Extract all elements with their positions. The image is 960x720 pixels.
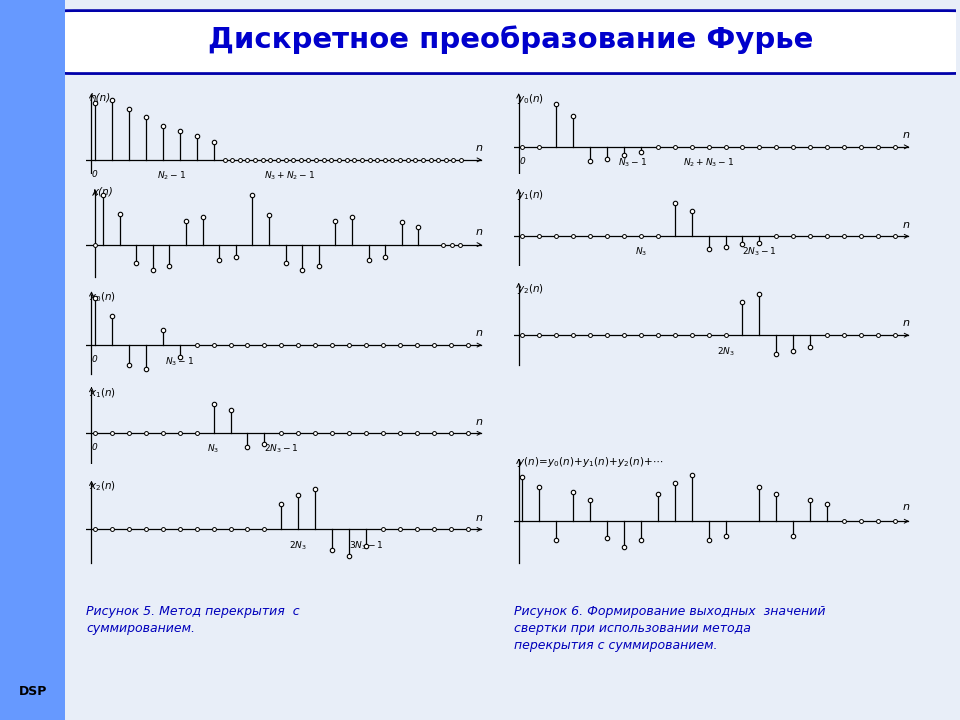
Text: 0: 0 <box>92 356 98 364</box>
Text: $N_2-1$: $N_2-1$ <box>156 170 185 182</box>
Text: $y_0(n)$: $y_0(n)$ <box>516 92 543 107</box>
Text: Рисунок 6. Формирование выходных  значений
свертки при использовании метода
пере: Рисунок 6. Формирование выходных значени… <box>514 605 825 652</box>
Text: n: n <box>903 130 910 140</box>
Text: $x_2(n)$: $x_2(n)$ <box>89 480 116 493</box>
Text: $N_2+N_3-1$: $N_2+N_3-1$ <box>684 157 734 169</box>
Text: n: n <box>476 328 483 338</box>
Text: Дискретное преобразование Фурье: Дискретное преобразование Фурье <box>208 26 813 55</box>
Text: $3N_3-1$: $3N_3-1$ <box>348 540 383 552</box>
Text: n: n <box>903 220 910 230</box>
Text: n: n <box>903 318 910 328</box>
Text: DSP: DSP <box>18 685 47 698</box>
Text: $2N_3$: $2N_3$ <box>716 346 734 358</box>
Text: $y(n)\!=\!y_0(n)\!+\!y_1(n)\!+\!y_2(n)\!+\!\cdots$: $y(n)\!=\!y_0(n)\!+\!y_1(n)\!+\!y_2(n)\!… <box>516 455 663 469</box>
Text: $2N_3-1$: $2N_3-1$ <box>264 443 299 455</box>
Text: x(n): x(n) <box>93 186 113 197</box>
Text: Рисунок 5. Метод перекрытия  с
суммированием.: Рисунок 5. Метод перекрытия с суммирован… <box>86 605 300 635</box>
Text: $2N_3-1$: $2N_3-1$ <box>742 246 777 258</box>
Text: $x_1(n)$: $x_1(n)$ <box>89 386 116 400</box>
Text: n: n <box>476 143 483 153</box>
Text: 0: 0 <box>92 443 98 452</box>
Text: $x_0(n)$: $x_0(n)$ <box>89 290 116 304</box>
Text: $2N_3$: $2N_3$ <box>289 540 307 552</box>
Text: n: n <box>476 227 483 237</box>
Text: n: n <box>903 503 910 513</box>
Text: $N_3-1$: $N_3-1$ <box>618 157 647 169</box>
Text: n: n <box>476 417 483 427</box>
Text: $N_3+N_2-1$: $N_3+N_2-1$ <box>264 170 315 182</box>
Text: $y_1(n)$: $y_1(n)$ <box>516 188 543 202</box>
Text: $N_3$: $N_3$ <box>207 443 220 455</box>
Text: h(n): h(n) <box>89 92 110 102</box>
Text: n: n <box>476 513 483 523</box>
Text: $y_2(n)$: $y_2(n)$ <box>516 282 543 296</box>
FancyBboxPatch shape <box>57 11 960 73</box>
Text: 0: 0 <box>92 170 98 179</box>
Text: $N_3$: $N_3$ <box>635 246 647 258</box>
Text: 0: 0 <box>519 157 525 166</box>
Text: $N_3-1$: $N_3-1$ <box>165 356 194 368</box>
